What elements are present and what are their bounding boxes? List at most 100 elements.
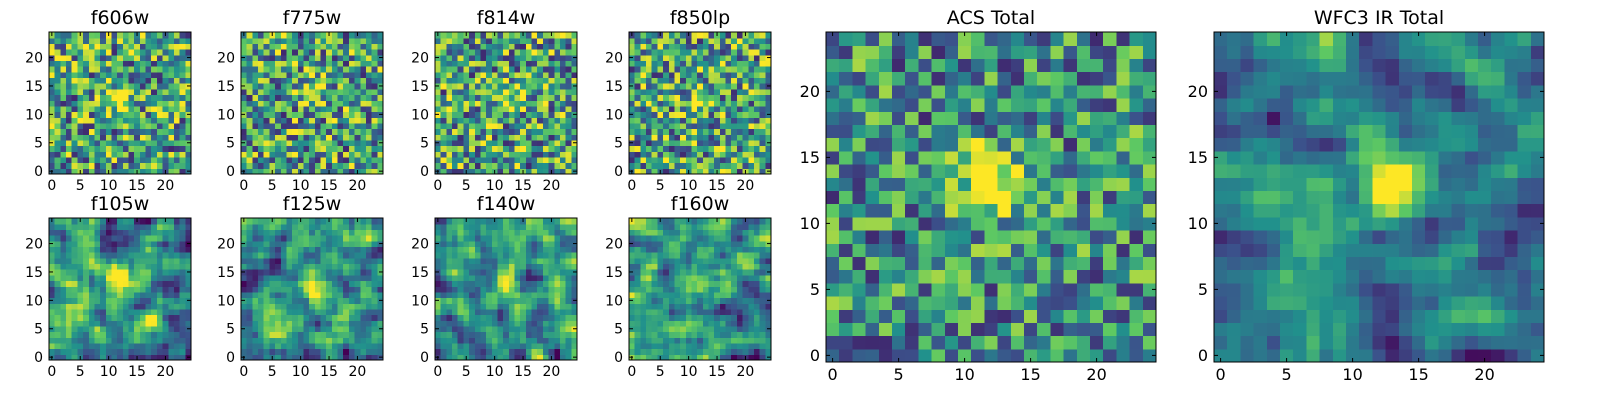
heatmap-cell bbox=[162, 303, 169, 310]
heatmap-cell bbox=[759, 286, 766, 293]
heatmap-cell bbox=[88, 162, 96, 169]
heatmap-cell bbox=[508, 77, 516, 84]
heatmap-cell bbox=[668, 54, 676, 61]
heatmap-cell bbox=[303, 257, 310, 265]
heatmap-cell bbox=[354, 257, 361, 265]
heatmap-cell bbox=[491, 286, 499, 293]
heatmap-cell bbox=[508, 49, 516, 56]
heatmap-cell bbox=[480, 43, 487, 50]
heatmap-cell bbox=[765, 43, 772, 50]
heatmap-cell bbox=[297, 60, 305, 67]
heatmap-cell bbox=[292, 43, 299, 50]
heatmap-cell bbox=[571, 105, 578, 113]
heatmap-cell bbox=[748, 286, 755, 293]
heatmap-cell bbox=[571, 235, 578, 242]
heatmap-cell bbox=[714, 37, 721, 44]
heatmap-cell bbox=[554, 280, 561, 287]
heatmap-cell bbox=[162, 117, 169, 124]
heatmap-cell bbox=[258, 117, 265, 124]
heatmap-cell bbox=[435, 314, 442, 321]
heatmap-cell bbox=[71, 49, 78, 56]
heatmap-cell bbox=[452, 320, 459, 327]
heatmap-cell bbox=[309, 117, 316, 124]
heatmap-cell bbox=[162, 60, 169, 67]
heatmap-cell bbox=[657, 71, 664, 79]
heatmap-cell bbox=[685, 37, 693, 44]
heatmap-cell bbox=[469, 151, 476, 158]
heatmap-cell bbox=[360, 151, 367, 158]
heatmap-cell bbox=[565, 286, 572, 293]
heatmap-cell bbox=[457, 257, 464, 265]
heatmap-cell bbox=[571, 134, 578, 141]
heatmap-cell bbox=[331, 320, 339, 327]
heatmap-cell bbox=[697, 342, 704, 350]
heatmap-cell bbox=[371, 105, 378, 113]
heatmap-cell bbox=[571, 94, 578, 101]
heatmap-cell bbox=[463, 151, 470, 158]
heatmap-cell bbox=[463, 139, 470, 147]
heatmap-cell bbox=[371, 218, 378, 225]
heatmap-cell bbox=[314, 122, 322, 130]
heatmap-cell bbox=[71, 223, 78, 230]
heatmap-cell bbox=[320, 105, 327, 113]
heatmap-cell bbox=[571, 66, 578, 73]
heatmap-cell bbox=[71, 100, 78, 107]
heatmap-cell bbox=[668, 128, 676, 135]
heatmap-cell bbox=[252, 32, 259, 39]
heatmap-cell bbox=[377, 342, 384, 350]
heatmap-cell bbox=[377, 162, 384, 169]
x-tick-label: 0 bbox=[627, 178, 636, 194]
heatmap-cell bbox=[646, 320, 653, 327]
heatmap-cell bbox=[263, 151, 270, 158]
heatmap-cell bbox=[134, 60, 141, 67]
heatmap-cell bbox=[697, 111, 704, 118]
heatmap-cell bbox=[320, 128, 327, 135]
heatmap-cell bbox=[100, 331, 107, 338]
heatmap-cell bbox=[151, 286, 158, 293]
heatmap-cell bbox=[252, 314, 259, 321]
heatmap-cell bbox=[668, 342, 676, 350]
heatmap-cell bbox=[497, 229, 504, 236]
heatmap-cell bbox=[246, 66, 253, 73]
heatmap-cell bbox=[134, 263, 141, 270]
heatmap-cell bbox=[151, 83, 158, 90]
heatmap-cell bbox=[128, 83, 135, 90]
heatmap-cell bbox=[179, 37, 186, 44]
heatmap-cell bbox=[691, 134, 698, 141]
heatmap-cell bbox=[49, 105, 56, 113]
heatmap-cell bbox=[134, 162, 141, 169]
heatmap-cell bbox=[365, 117, 373, 124]
heatmap-cell bbox=[139, 229, 147, 236]
heatmap-cell bbox=[54, 151, 61, 158]
heatmap-cell bbox=[719, 83, 727, 90]
heatmap-cell bbox=[542, 246, 550, 253]
heatmap-cell bbox=[269, 49, 276, 56]
heatmap-cell bbox=[156, 66, 164, 73]
heatmap-cell bbox=[525, 151, 533, 158]
heatmap-cell bbox=[469, 60, 476, 67]
heatmap-cell bbox=[343, 235, 350, 242]
heatmap-cell bbox=[162, 37, 169, 44]
heatmap-cell bbox=[286, 291, 293, 299]
heatmap-cell bbox=[640, 303, 647, 310]
heatmap-cell bbox=[463, 240, 470, 247]
heatmap-cell bbox=[303, 117, 310, 124]
heatmap-cell bbox=[736, 77, 744, 84]
heatmap-cell bbox=[105, 162, 113, 169]
heatmap-cell bbox=[697, 60, 704, 67]
heatmap-cell bbox=[651, 43, 658, 50]
heatmap-cell bbox=[151, 88, 158, 96]
heatmap-cell bbox=[292, 354, 299, 361]
heatmap-cell bbox=[145, 168, 152, 175]
heatmap-cell bbox=[697, 66, 704, 73]
heatmap-cell bbox=[122, 83, 130, 90]
heatmap-cell bbox=[179, 105, 186, 113]
heatmap-cell bbox=[525, 286, 533, 293]
heatmap-cell bbox=[725, 111, 732, 118]
heatmap-cell bbox=[554, 49, 561, 56]
heatmap-cell bbox=[269, 291, 276, 299]
heatmap-cell bbox=[446, 156, 453, 164]
heatmap-cell bbox=[508, 263, 516, 270]
heatmap-cell bbox=[565, 134, 572, 141]
heatmap-cell bbox=[122, 257, 130, 265]
